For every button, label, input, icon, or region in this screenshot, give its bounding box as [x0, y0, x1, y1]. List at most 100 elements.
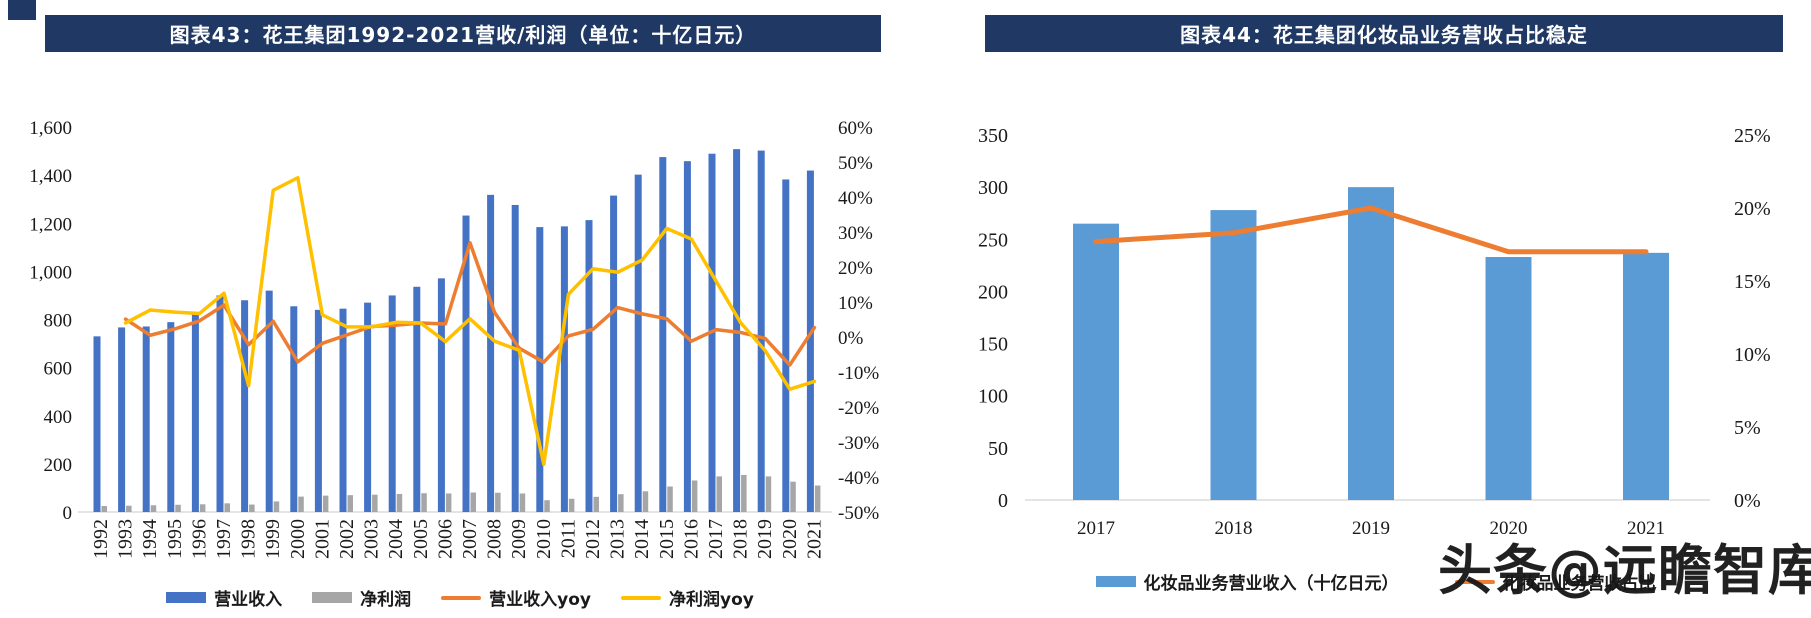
- legend-swatch-line-化妆品业务营收占比: [1454, 579, 1495, 584]
- corner-chip: [8, 0, 36, 20]
- left-chart-panel: 图表43：花王集团1992-2021营收/利润（单位：十亿日元） 1,600 1,…: [20, 0, 900, 618]
- bar-化妆品业务营业收入（十亿日元）: [1073, 223, 1119, 500]
- left-axis-tick: 1,400: [29, 166, 72, 187]
- x-axis-category: 2020: [779, 519, 801, 559]
- x-axis-category: 2010: [533, 519, 555, 559]
- left-chart-legend: 营业收入 净利润 营业收入yoy 净利润yoy: [20, 585, 900, 610]
- bar-净利润: [519, 493, 526, 512]
- bar-营业收入: [191, 313, 199, 512]
- legend-item-净利润yoy: 净利润yoy: [621, 585, 754, 610]
- x-axis-category: 2004: [385, 519, 407, 559]
- x-axis-category: 1994: [139, 519, 161, 559]
- right-chart-title: 图表44：花王集团化妆品业务营收占比稳定: [1180, 23, 1588, 47]
- x-axis-category: 2017: [1077, 518, 1115, 539]
- legend-swatch-bar-净利润: [312, 592, 353, 603]
- right-chart-title-bar: 图表44：花王集团化妆品业务营收占比稳定: [985, 15, 1783, 52]
- bar-营业收入: [610, 195, 618, 512]
- bar-营业收入: [487, 194, 495, 512]
- bar-营业收入: [388, 295, 396, 512]
- x-axis-category: 2006: [434, 519, 456, 559]
- bar-净利润: [667, 486, 673, 512]
- x-axis-category: 2013: [607, 519, 629, 559]
- legend-swatch-bar-营业收入: [166, 592, 207, 603]
- bar-净利润: [765, 476, 772, 512]
- right-axis-tick: 0%: [838, 328, 864, 349]
- bar-净利润: [790, 481, 796, 512]
- bar-净利润: [372, 494, 378, 512]
- left-axis-tick: 50: [988, 438, 1008, 460]
- x-axis-category: 2015: [656, 519, 678, 559]
- line-化妆品业务营收占比: [1093, 205, 1649, 255]
- x-axis-category: 1996: [188, 519, 210, 559]
- bar-营业收入: [339, 308, 347, 512]
- bar-营业收入: [560, 226, 568, 513]
- x-axis-category: 2014: [631, 519, 653, 559]
- bar-营业收入: [462, 215, 470, 513]
- x-axis-category: 1999: [262, 519, 284, 559]
- bar-营业收入: [806, 170, 814, 512]
- bar-营业收入: [413, 286, 421, 512]
- bar-净利润: [126, 505, 132, 512]
- legend-label: 净利润: [360, 590, 412, 610]
- x-axis-category: 2017: [705, 519, 727, 559]
- x-axis-category: 2016: [680, 519, 702, 559]
- right-axis-tick: -50%: [838, 503, 879, 524]
- bar-净利润: [396, 493, 403, 512]
- left-axis-tick: 100: [978, 386, 1008, 408]
- x-axis-category: 2000: [287, 519, 309, 559]
- bar-化妆品业务营业收入（十亿日元）: [1210, 210, 1257, 501]
- left-axis-tick: 200: [978, 281, 1008, 303]
- x-axis-category: 2021: [1627, 518, 1665, 539]
- bar-营业收入: [290, 306, 298, 512]
- bar-营业收入: [757, 150, 765, 513]
- x-axis-category: 2005: [410, 519, 432, 559]
- bar-营业收入: [511, 204, 519, 512]
- bar-净利润: [347, 495, 353, 512]
- left-axis-tick: 800: [44, 311, 73, 332]
- right-axis-tick: -20%: [838, 398, 879, 419]
- right-axis-tick: 25%: [1734, 125, 1771, 147]
- line-营业收入yoy: [123, 241, 817, 367]
- bar-净利润: [101, 505, 107, 512]
- legend-label: 化妆品业务营业收入（十亿日元）: [1143, 574, 1399, 594]
- bar-净利润: [495, 492, 501, 512]
- bar-化妆品业务营业收入（十亿日元）: [1623, 252, 1669, 500]
- legend-item-化妆品业务营业收入（十亿日元）: 化妆品业务营业收入（十亿日元）: [1095, 569, 1399, 594]
- x-axis-category: 2020: [1490, 518, 1528, 539]
- legend-swatch-line-净利润yoy: [621, 595, 661, 600]
- left-axis-tick: 250: [978, 229, 1008, 251]
- x-axis-category: 2007: [459, 519, 481, 559]
- legend-item-营业收入yoy: 营业收入yoy: [441, 585, 591, 610]
- x-axis-category: 2008: [484, 519, 506, 559]
- bar-净利润: [716, 476, 722, 512]
- x-axis-category: 2021: [803, 519, 825, 559]
- legend-item-净利润: 净利润: [312, 585, 411, 610]
- x-axis-category: 2002: [336, 519, 358, 559]
- bar-营业收入: [118, 327, 126, 512]
- right-axis-tick: 30%: [838, 223, 873, 244]
- bar-净利润: [445, 493, 452, 512]
- right-axis-tick: -40%: [838, 468, 879, 489]
- right-chart-legend: 化妆品业务营业收入（十亿日元） 化妆品业务营收占比: [940, 569, 1811, 594]
- legend-swatch-line-营业收入yoy: [441, 595, 482, 600]
- right-axis-tick: 10%: [1734, 344, 1771, 366]
- bar-化妆品业务营业收入（十亿日元）: [1348, 187, 1394, 500]
- bar-营业收入: [167, 322, 175, 512]
- x-axis-category: 2012: [582, 519, 604, 559]
- x-axis-category: 2018: [730, 519, 752, 559]
- left-axis-tick: 0: [998, 490, 1008, 512]
- x-axis-category: 2009: [508, 519, 530, 559]
- left-chart-title: 图表43：花王集团1992-2021营收/利润（单位：十亿日元）: [169, 23, 757, 47]
- left-axis-tick: 150: [978, 334, 1008, 356]
- left-axis-tick: 1,200: [29, 214, 72, 235]
- right-axis-tick: 15%: [1734, 271, 1771, 293]
- right-axis-tick: 20%: [838, 258, 873, 279]
- right-axis-tick: 50%: [838, 153, 873, 174]
- legend-item-化妆品业务营收占比: 化妆品业务营收占比: [1454, 569, 1656, 594]
- left-axis-tick: 0: [63, 503, 73, 524]
- bar-净利润: [224, 503, 230, 512]
- bar-净利润: [175, 504, 181, 512]
- bar-营业收入: [216, 295, 224, 512]
- right-axis-tick: 60%: [838, 118, 873, 139]
- x-axis-category: 2011: [557, 519, 579, 558]
